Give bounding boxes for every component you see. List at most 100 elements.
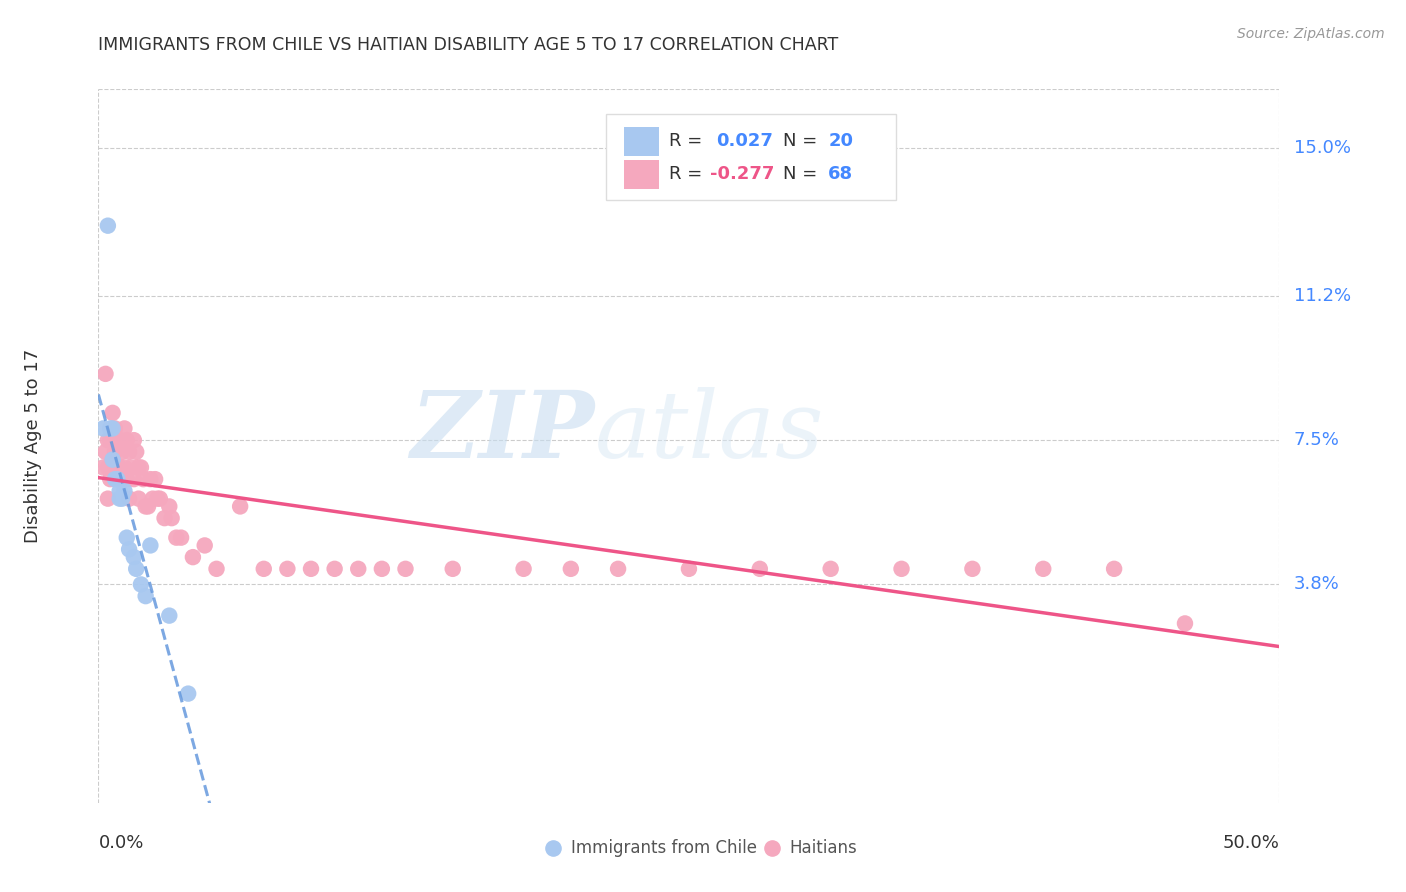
Point: [1174, 616, 1197, 631]
Point: [112, 460, 135, 475]
Point: [125, 562, 148, 576]
Point: [94, 367, 117, 381]
Point: [97, 219, 120, 233]
Text: 7.5%: 7.5%: [1294, 431, 1340, 450]
Point: [105, 472, 128, 486]
Point: [229, 500, 252, 514]
Text: N =: N =: [783, 132, 824, 150]
Text: N =: N =: [783, 165, 824, 183]
Point: [108, 460, 131, 475]
Text: ZIP: ZIP: [411, 387, 595, 476]
Text: 20: 20: [828, 132, 853, 150]
Point: [115, 433, 138, 447]
Point: [181, 550, 204, 565]
Text: Haitians: Haitians: [789, 838, 858, 856]
Point: [108, 483, 131, 498]
Point: [128, 460, 150, 475]
Point: [108, 491, 131, 506]
Point: [104, 445, 127, 459]
Point: [748, 562, 770, 576]
Point: [118, 491, 141, 506]
Point: [118, 542, 141, 557]
Point: [146, 491, 169, 506]
Text: 3.8%: 3.8%: [1294, 575, 1340, 593]
Point: [1102, 562, 1125, 576]
Point: [678, 562, 700, 576]
Point: [142, 491, 165, 506]
Text: R =: R =: [669, 132, 707, 150]
Point: [129, 460, 152, 475]
Point: [101, 433, 124, 447]
Point: [121, 460, 143, 475]
Point: [94, 445, 117, 459]
Point: [139, 538, 162, 552]
Point: [129, 577, 152, 591]
Point: [143, 472, 166, 486]
Point: [153, 511, 176, 525]
Point: [104, 421, 127, 435]
Point: [157, 608, 180, 623]
Point: [115, 472, 138, 486]
Point: [135, 500, 157, 514]
Point: [139, 472, 162, 486]
Point: [194, 538, 217, 552]
Point: [98, 433, 121, 447]
Point: [104, 472, 127, 486]
Point: [112, 483, 135, 498]
Point: [98, 421, 121, 435]
Point: [607, 562, 630, 576]
Text: 50.0%: 50.0%: [1223, 834, 1279, 852]
Point: [118, 445, 141, 459]
Point: [91, 421, 114, 435]
Text: Source: ZipAtlas.com: Source: ZipAtlas.com: [1237, 27, 1385, 41]
Point: [115, 531, 138, 545]
Point: [98, 472, 121, 486]
Text: 0.0%: 0.0%: [98, 834, 143, 852]
Point: [111, 491, 134, 506]
Point: [394, 562, 416, 576]
Point: [101, 452, 124, 467]
Point: [97, 491, 120, 506]
FancyBboxPatch shape: [624, 160, 659, 188]
Point: [111, 472, 134, 486]
Point: [177, 687, 200, 701]
Point: [160, 511, 183, 525]
FancyBboxPatch shape: [624, 127, 659, 155]
Text: 0.027: 0.027: [716, 132, 773, 150]
Text: R =: R =: [669, 165, 707, 183]
Text: -0.277: -0.277: [710, 165, 775, 183]
Point: [165, 531, 187, 545]
Text: 68: 68: [828, 165, 853, 183]
Point: [101, 421, 124, 435]
Point: [135, 589, 157, 603]
Point: [111, 445, 134, 459]
Point: [1032, 562, 1054, 576]
FancyBboxPatch shape: [606, 114, 896, 200]
Text: atlas: atlas: [595, 387, 824, 476]
Point: [122, 472, 145, 486]
Text: IMMIGRANTS FROM CHILE VS HAITIAN DISABILITY AGE 5 TO 17 CORRELATION CHART: IMMIGRANTS FROM CHILE VS HAITIAN DISABIL…: [98, 36, 838, 54]
Point: [157, 500, 180, 514]
Point: [560, 562, 582, 576]
Point: [276, 562, 298, 576]
Point: [962, 562, 984, 576]
Point: [170, 531, 193, 545]
Text: Disability Age 5 to 17: Disability Age 5 to 17: [24, 349, 42, 543]
Point: [323, 562, 346, 576]
Point: [149, 491, 172, 506]
Point: [98, 460, 121, 475]
Point: [108, 433, 131, 447]
Point: [205, 562, 228, 576]
Text: 15.0%: 15.0%: [1294, 138, 1351, 157]
Point: [128, 491, 150, 506]
Point: [101, 406, 124, 420]
Text: 11.2%: 11.2%: [1294, 287, 1351, 305]
Point: [441, 562, 464, 576]
Point: [253, 562, 276, 576]
Point: [371, 562, 394, 576]
Point: [122, 550, 145, 565]
Point: [105, 433, 128, 447]
Point: [97, 433, 120, 447]
Point: [299, 562, 322, 576]
Point: [512, 562, 534, 576]
